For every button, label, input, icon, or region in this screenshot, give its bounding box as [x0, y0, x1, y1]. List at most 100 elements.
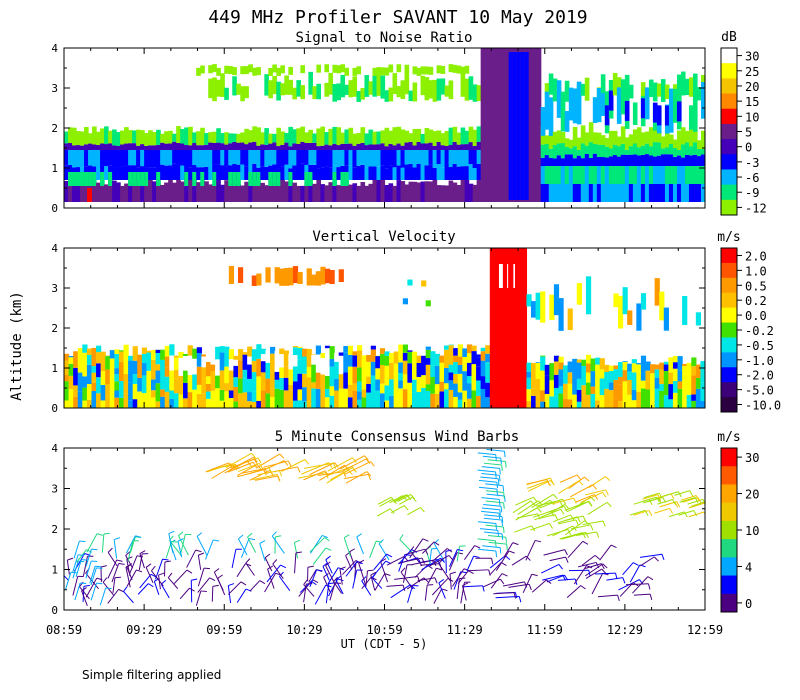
snr-cell [592, 166, 598, 184]
snr-cell [644, 166, 650, 184]
wind-barb [259, 543, 266, 562]
snr-cell [268, 150, 273, 166]
wind-barb [549, 523, 554, 529]
wind-barb [251, 453, 256, 459]
wind-barb [564, 515, 584, 522]
colorbar-label: -6 [745, 171, 759, 185]
snr-cell [272, 133, 277, 143]
wind-barb [227, 581, 242, 595]
wind-barb [66, 560, 70, 575]
wind-barb [694, 497, 699, 504]
wind-barb [522, 574, 533, 594]
snr-cell [640, 145, 646, 155]
velocity-cell [150, 390, 157, 398]
snr-cell [600, 74, 606, 99]
wind-barb [236, 588, 247, 603]
wind-barb [303, 462, 334, 469]
velocity-cell [398, 380, 404, 389]
velocity-cell [618, 384, 624, 402]
velocity-cell [100, 351, 106, 354]
wind-barb [599, 544, 612, 561]
velocity-cell [504, 248, 508, 360]
velocity-cell [283, 350, 289, 367]
colorbars: dB302520151050-3-6-9-12m/s2.01.00.50.20.… [717, 30, 781, 613]
wind-barb [500, 458, 502, 465]
snr-cell [240, 185, 245, 202]
wind-barb [656, 496, 660, 503]
snr-cell [92, 172, 97, 186]
snr-cell [380, 165, 386, 180]
snr-cell [388, 130, 394, 144]
snr-cell [620, 154, 626, 166]
snr-cell [104, 126, 109, 145]
velocity-cell [192, 389, 198, 408]
snr-cell [336, 127, 342, 146]
snr-cell [656, 166, 662, 184]
wind-barb [95, 565, 102, 568]
snr-cell [580, 83, 586, 96]
colorbar-label: 20 [745, 80, 759, 94]
snr-cell [276, 67, 281, 76]
wind-barb [707, 501, 710, 506]
velocity-cell [164, 356, 170, 368]
snr-cell [84, 150, 89, 167]
wind-barb [512, 500, 531, 514]
snr-cell [688, 166, 694, 184]
snr-cell [164, 150, 169, 166]
velocity-cell [292, 355, 299, 367]
wind-barb [643, 492, 660, 499]
snr-cell [640, 132, 646, 146]
wind-barb [549, 556, 566, 562]
snr-cell [316, 168, 321, 180]
wind-barb [674, 501, 679, 508]
wind-barb [486, 493, 505, 497]
snr-cell [120, 150, 125, 167]
snr-cell [540, 144, 546, 158]
velocity-cell [256, 344, 262, 359]
snr-cell [616, 166, 622, 184]
snr-cell [68, 172, 73, 186]
velocity-cell [292, 366, 299, 382]
velocity-cell [279, 268, 285, 286]
wind-barb [367, 569, 374, 572]
velocity-cell [599, 369, 605, 379]
wind-barb [135, 535, 142, 538]
wind-barb [343, 534, 350, 539]
velocity-cell [274, 350, 280, 363]
velocity-cell [311, 354, 317, 365]
wind-barb [576, 474, 582, 481]
snr-cell [572, 146, 578, 159]
velocity-cell [306, 396, 312, 408]
velocity-cell [173, 378, 180, 394]
colorbar-swatch [721, 307, 737, 324]
snr-cell [676, 184, 682, 202]
wind-barb [576, 531, 597, 536]
velocity-cell [672, 362, 679, 369]
snr-cell [344, 143, 350, 150]
snr-cell [532, 48, 538, 202]
velocity-cell [141, 363, 148, 376]
snr-cell [164, 143, 169, 150]
snr-cell [308, 184, 313, 202]
velocity-cell [357, 391, 363, 400]
wind-barb [76, 549, 87, 563]
snr-cell [168, 178, 173, 202]
snr-cell [540, 157, 546, 166]
snr-cell [656, 184, 662, 202]
snr-cell [328, 128, 334, 146]
snr-cell [396, 143, 402, 150]
snr-cell [392, 185, 398, 202]
wind-barb [196, 532, 203, 537]
snr-cell [420, 133, 426, 144]
velocity-cell [137, 377, 143, 392]
velocity-cell [311, 274, 317, 286]
velocity-cell [132, 347, 138, 361]
wind-barb [648, 510, 653, 516]
velocity-cell [434, 353, 441, 358]
velocity-cell [691, 400, 697, 408]
snr-cell [572, 158, 578, 166]
velocity-cell [457, 373, 463, 393]
snr-cell [440, 133, 446, 146]
snr-cell [652, 156, 658, 166]
